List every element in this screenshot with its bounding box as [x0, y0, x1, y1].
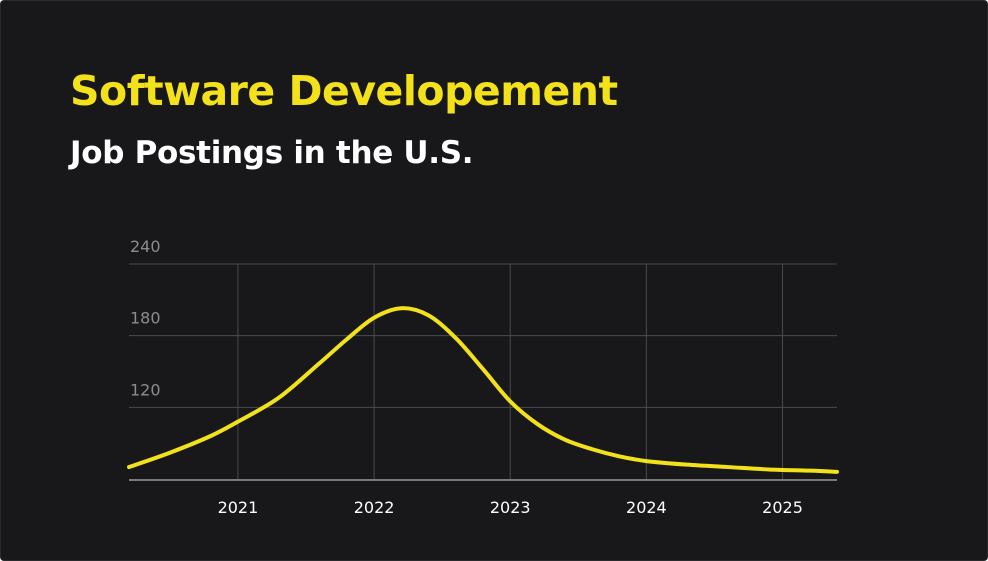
- grid-layer: [129, 263, 837, 479]
- x-tick-label-2025: 2025: [762, 498, 803, 517]
- series-layer: [127, 306, 839, 474]
- x-tick-label-2021: 2021: [218, 498, 259, 517]
- chart-title: Software Developement: [70, 67, 618, 115]
- x-tick-label-2023: 2023: [490, 498, 531, 517]
- x-tick-label-2024: 2024: [626, 498, 667, 517]
- y-tick-label-240: 240: [130, 237, 161, 256]
- series-line-0: [127, 306, 839, 474]
- y-tick-label-120: 120: [130, 380, 161, 399]
- y-tick-label-180: 180: [130, 309, 161, 328]
- tick-labels: 240 180 120 2021 2022 2023 2024 2025: [130, 237, 803, 517]
- chart-subtitle: Job Postings in the U.S.: [70, 135, 474, 171]
- x-tick-label-2022: 2022: [354, 498, 395, 517]
